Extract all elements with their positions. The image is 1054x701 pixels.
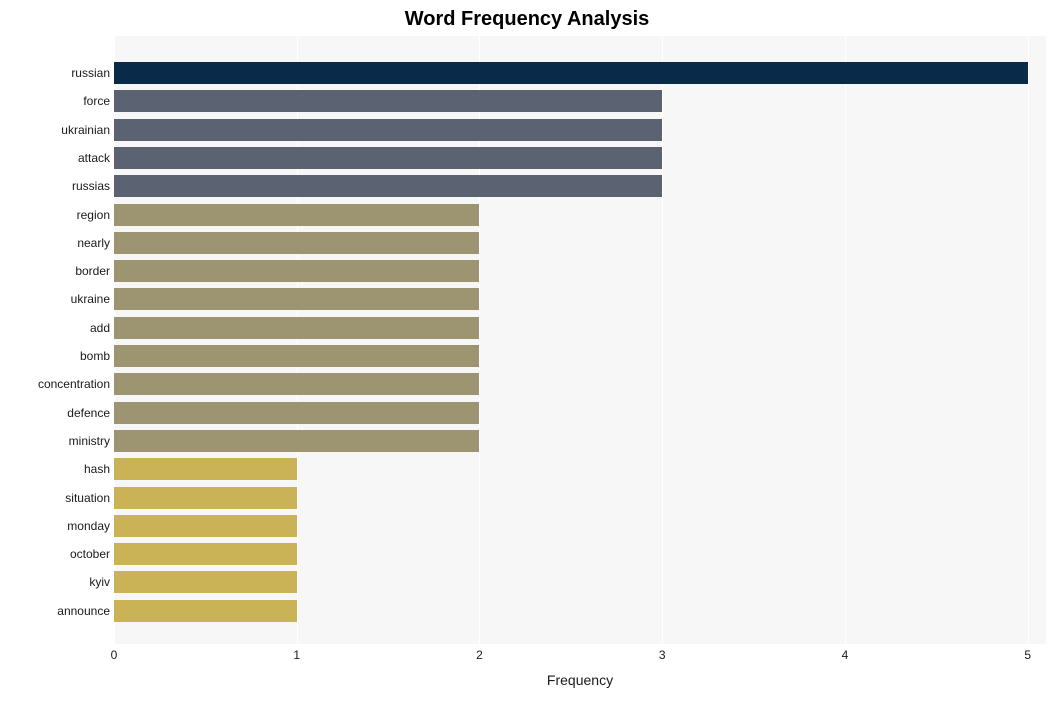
- y-axis-label: concentration: [38, 377, 110, 391]
- bar-row: [114, 317, 479, 339]
- bar: [114, 458, 297, 480]
- bars: [114, 36, 1046, 644]
- bar-row: [114, 204, 479, 226]
- bar-row: [114, 543, 297, 565]
- bar: [114, 204, 479, 226]
- y-axis-label: region: [77, 208, 110, 222]
- bar: [114, 571, 297, 593]
- y-axis-label: ministry: [69, 434, 110, 448]
- x-axis-tick: 4: [842, 648, 849, 662]
- y-axis-label: ukrainian: [61, 123, 110, 137]
- bar: [114, 90, 662, 112]
- y-axis-label: announce: [57, 604, 110, 618]
- bar: [114, 430, 479, 452]
- bar: [114, 515, 297, 537]
- bar: [114, 487, 297, 509]
- bar-row: [114, 232, 479, 254]
- y-axis-label: add: [90, 321, 110, 335]
- bar-row: [114, 147, 662, 169]
- bar-row: [114, 345, 479, 367]
- y-axis-label: ukraine: [71, 292, 110, 306]
- bar-row: [114, 62, 1028, 84]
- bar-row: [114, 600, 297, 622]
- bar-row: [114, 402, 479, 424]
- bar-row: [114, 119, 662, 141]
- y-axis-label: nearly: [77, 236, 110, 250]
- chart-container: Word Frequency Analysis russian force ukra…: [0, 0, 1054, 701]
- bar: [114, 62, 1028, 84]
- bar: [114, 175, 662, 197]
- y-axis-label: russian: [71, 66, 110, 80]
- y-axis-label: monday: [67, 519, 110, 533]
- bar: [114, 373, 479, 395]
- y-axis-label: kyiv: [89, 575, 110, 589]
- x-axis-tick: 3: [659, 648, 666, 662]
- y-axis-label: october: [70, 547, 110, 561]
- bar: [114, 317, 479, 339]
- bar-row: [114, 90, 662, 112]
- bar-row: [114, 430, 479, 452]
- bar-row: [114, 515, 297, 537]
- bar: [114, 345, 479, 367]
- chart-title: Word Frequency Analysis: [0, 8, 1054, 31]
- bar: [114, 600, 297, 622]
- x-axis-tick: 0: [111, 648, 118, 662]
- bar-row: [114, 487, 297, 509]
- bar: [114, 288, 479, 310]
- bar: [114, 147, 662, 169]
- bar: [114, 260, 479, 282]
- bar: [114, 119, 662, 141]
- plot-area: [114, 36, 1046, 644]
- x-axis-tick: 1: [293, 648, 300, 662]
- bar: [114, 232, 479, 254]
- bar-row: [114, 260, 479, 282]
- y-axis-label: attack: [78, 151, 110, 165]
- x-axis-label: Frequency: [114, 672, 1046, 688]
- x-axis-tick: 5: [1024, 648, 1031, 662]
- y-axis-label: force: [83, 94, 110, 108]
- y-axis-label: russias: [72, 179, 110, 193]
- bar: [114, 543, 297, 565]
- y-axis-label: hash: [84, 462, 110, 476]
- bar-row: [114, 571, 297, 593]
- y-axis-label: border: [75, 264, 110, 278]
- y-axis-label: defence: [67, 406, 110, 420]
- bar-row: [114, 175, 662, 197]
- y-axis-label: bomb: [80, 349, 110, 363]
- y-axis-label: situation: [65, 491, 110, 505]
- bar: [114, 402, 479, 424]
- bar-row: [114, 373, 479, 395]
- bar-row: [114, 288, 479, 310]
- bar-row: [114, 458, 297, 480]
- x-axis-tick: 2: [476, 648, 483, 662]
